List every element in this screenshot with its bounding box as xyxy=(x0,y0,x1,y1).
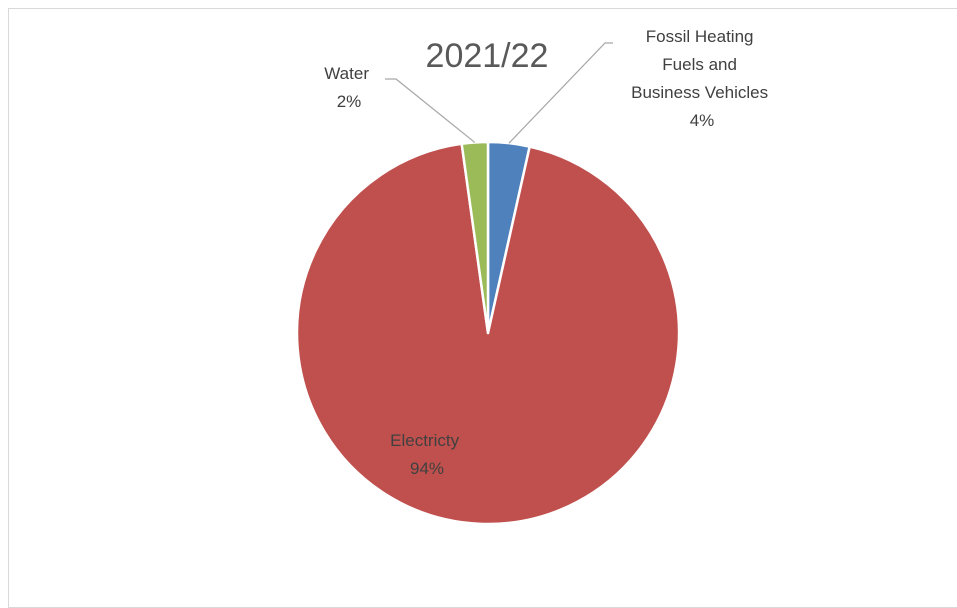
data-label-fossil-line-3: Business Vehicles xyxy=(631,83,768,102)
data-label-fossil-line-2: Fuels and xyxy=(662,55,737,74)
data-label-fossil-value: 4% xyxy=(690,111,715,130)
data-label-fossil: Fossil Heating Fuels and Business Vehicl… xyxy=(631,27,773,130)
data-label-electricity-value: 94% xyxy=(410,459,444,478)
chart-title: 2021/22 xyxy=(426,37,549,75)
data-label-water: Water 2% xyxy=(324,64,373,111)
leader-line-fossil xyxy=(508,42,613,144)
pie-slices xyxy=(295,140,681,526)
data-label-electricity-name: Electricty xyxy=(390,431,459,450)
data-label-water-name: Water xyxy=(324,64,369,83)
data-label-water-value: 2% xyxy=(337,92,362,111)
leader-lines xyxy=(385,42,613,144)
data-label-electricity: Electricty 94% xyxy=(390,431,464,478)
leader-line-water xyxy=(385,78,476,143)
pie-chart: 2021/22 Fossil Heating Fuels and Busines… xyxy=(295,27,773,526)
data-label-fossil-line-1: Fossil Heating xyxy=(646,27,754,46)
